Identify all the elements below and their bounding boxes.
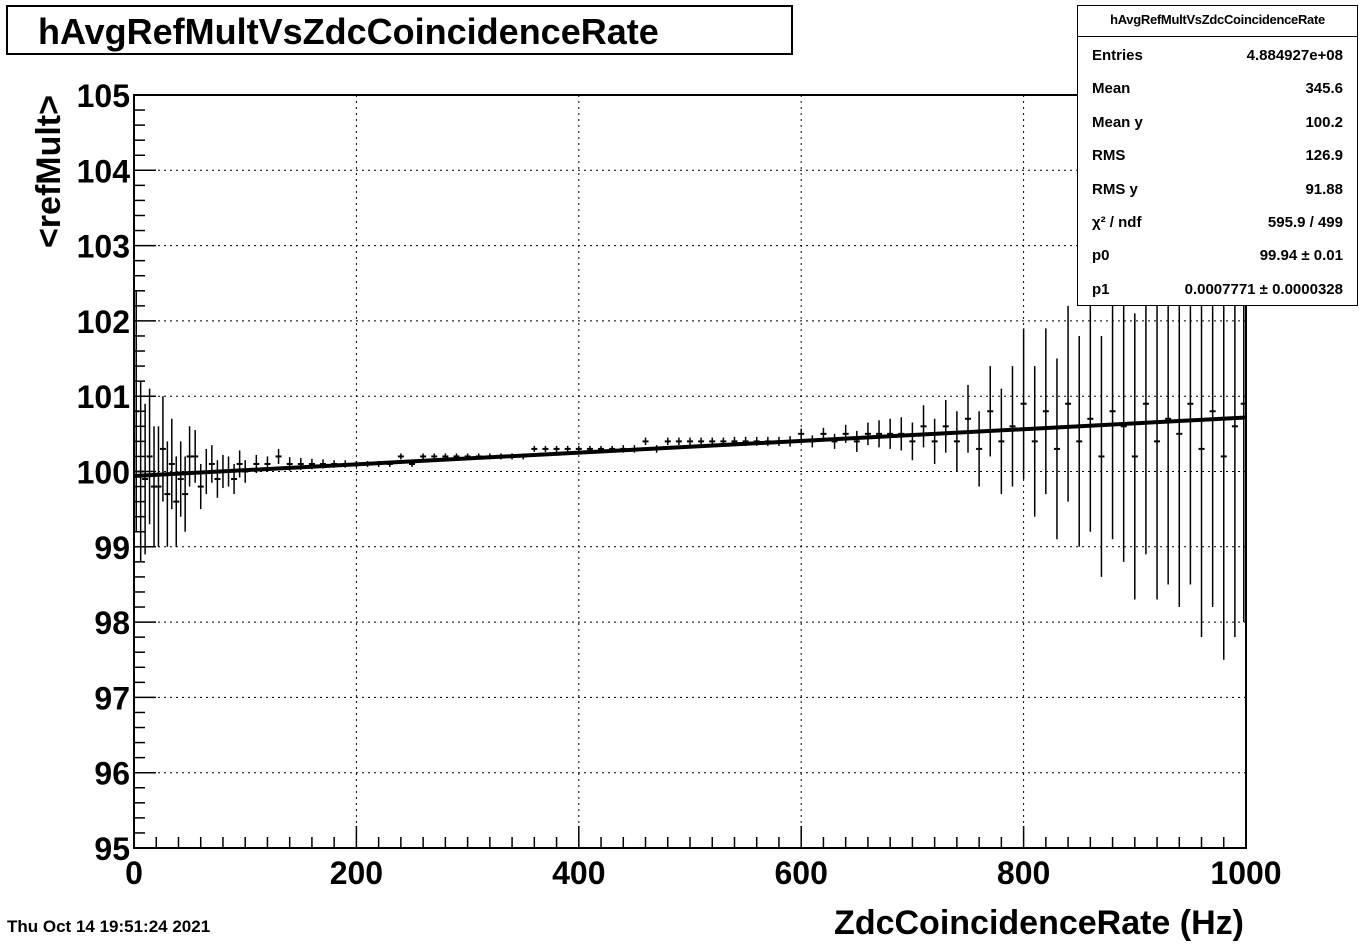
- stats-row: RMS 126.9: [1078, 141, 1357, 171]
- chart-title-box: hAvgRefMultVsZdcCoincidenceRate: [6, 5, 793, 55]
- stats-row: p0 99.94 ± 0.01: [1078, 241, 1357, 271]
- stats-value: 91.88: [1305, 180, 1343, 198]
- y-tick-label: 98: [94, 605, 130, 641]
- stats-value: 0.0007771 ± 0.0000328: [1184, 280, 1343, 298]
- stats-row: p1 0.0007771 ± 0.0000328: [1078, 275, 1357, 305]
- fit-line-segment: [133, 415, 1247, 479]
- date-stamp: Thu Oct 14 19:51:24 2021: [7, 917, 211, 936]
- stats-key: Mean: [1092, 80, 1131, 98]
- stats-key: RMS y: [1092, 180, 1138, 198]
- stats-key: RMS: [1092, 147, 1126, 165]
- y-axis-label: <refMult>: [30, 95, 68, 248]
- y-tick-label: 95: [94, 831, 130, 867]
- x-tick-label: 1000: [1210, 855, 1281, 891]
- stats-value: 100.2: [1305, 113, 1343, 131]
- y-tick-label: 102: [77, 304, 130, 340]
- stats-value: 595.9 / 499: [1267, 214, 1343, 231]
- x-tick-label: 0: [125, 855, 143, 891]
- y-tick-label: 96: [94, 756, 130, 792]
- stats-row: χ² / ndf 595.9 / 499: [1078, 208, 1357, 238]
- x-axis-label: ZdcCoincidenceRate (Hz): [834, 904, 1244, 942]
- x-tick-label: 600: [775, 855, 828, 891]
- stats-value: 126.9: [1305, 147, 1343, 165]
- stats-value: 345.6: [1305, 80, 1343, 98]
- y-tick-label: 101: [77, 379, 130, 415]
- y-tick-label: 103: [77, 229, 130, 265]
- fit-line: [133, 415, 1247, 479]
- y-tick-label: 100: [77, 455, 130, 491]
- y-tick-label: 104: [77, 153, 131, 189]
- chart-title: hAvgRefMultVsZdcCoincidenceRate: [38, 11, 659, 52]
- stats-key: Mean y: [1092, 113, 1143, 131]
- stats-key: p1: [1092, 280, 1110, 298]
- stats-box: hAvgRefMultVsZdcCoincidenceRate Entries 4…: [1077, 5, 1358, 306]
- stats-value: 4.884927e+08: [1246, 47, 1343, 64]
- stats-key: p0: [1092, 247, 1110, 265]
- stats-value: 99.94 ± 0.01: [1259, 247, 1343, 265]
- stats-row: Mean 345.6: [1078, 74, 1357, 104]
- x-tick-label: 400: [552, 855, 605, 891]
- stats-row: Mean y 100.2: [1078, 108, 1357, 138]
- axis-ticks: [133, 94, 1247, 849]
- y-tick-label: 105: [77, 78, 130, 114]
- stats-box-title: hAvgRefMultVsZdcCoincidenceRate: [1078, 6, 1357, 37]
- x-tick-label: 800: [997, 855, 1050, 891]
- x-tick-labels: 0 200 400 600 800 1000: [125, 855, 1281, 891]
- y-tick-labels: 95 96 97 98 99 100 101 102 103 104 105: [77, 78, 131, 867]
- stats-key: Entries: [1092, 47, 1143, 64]
- y-tick-label: 97: [94, 680, 130, 716]
- y-tick-label: 99: [94, 530, 130, 566]
- stats-row: RMS y 91.88: [1078, 175, 1357, 205]
- stats-row: Entries 4.884927e+08: [1078, 41, 1357, 71]
- stats-key: χ² / ndf: [1092, 214, 1142, 231]
- x-tick-label: 200: [330, 855, 383, 891]
